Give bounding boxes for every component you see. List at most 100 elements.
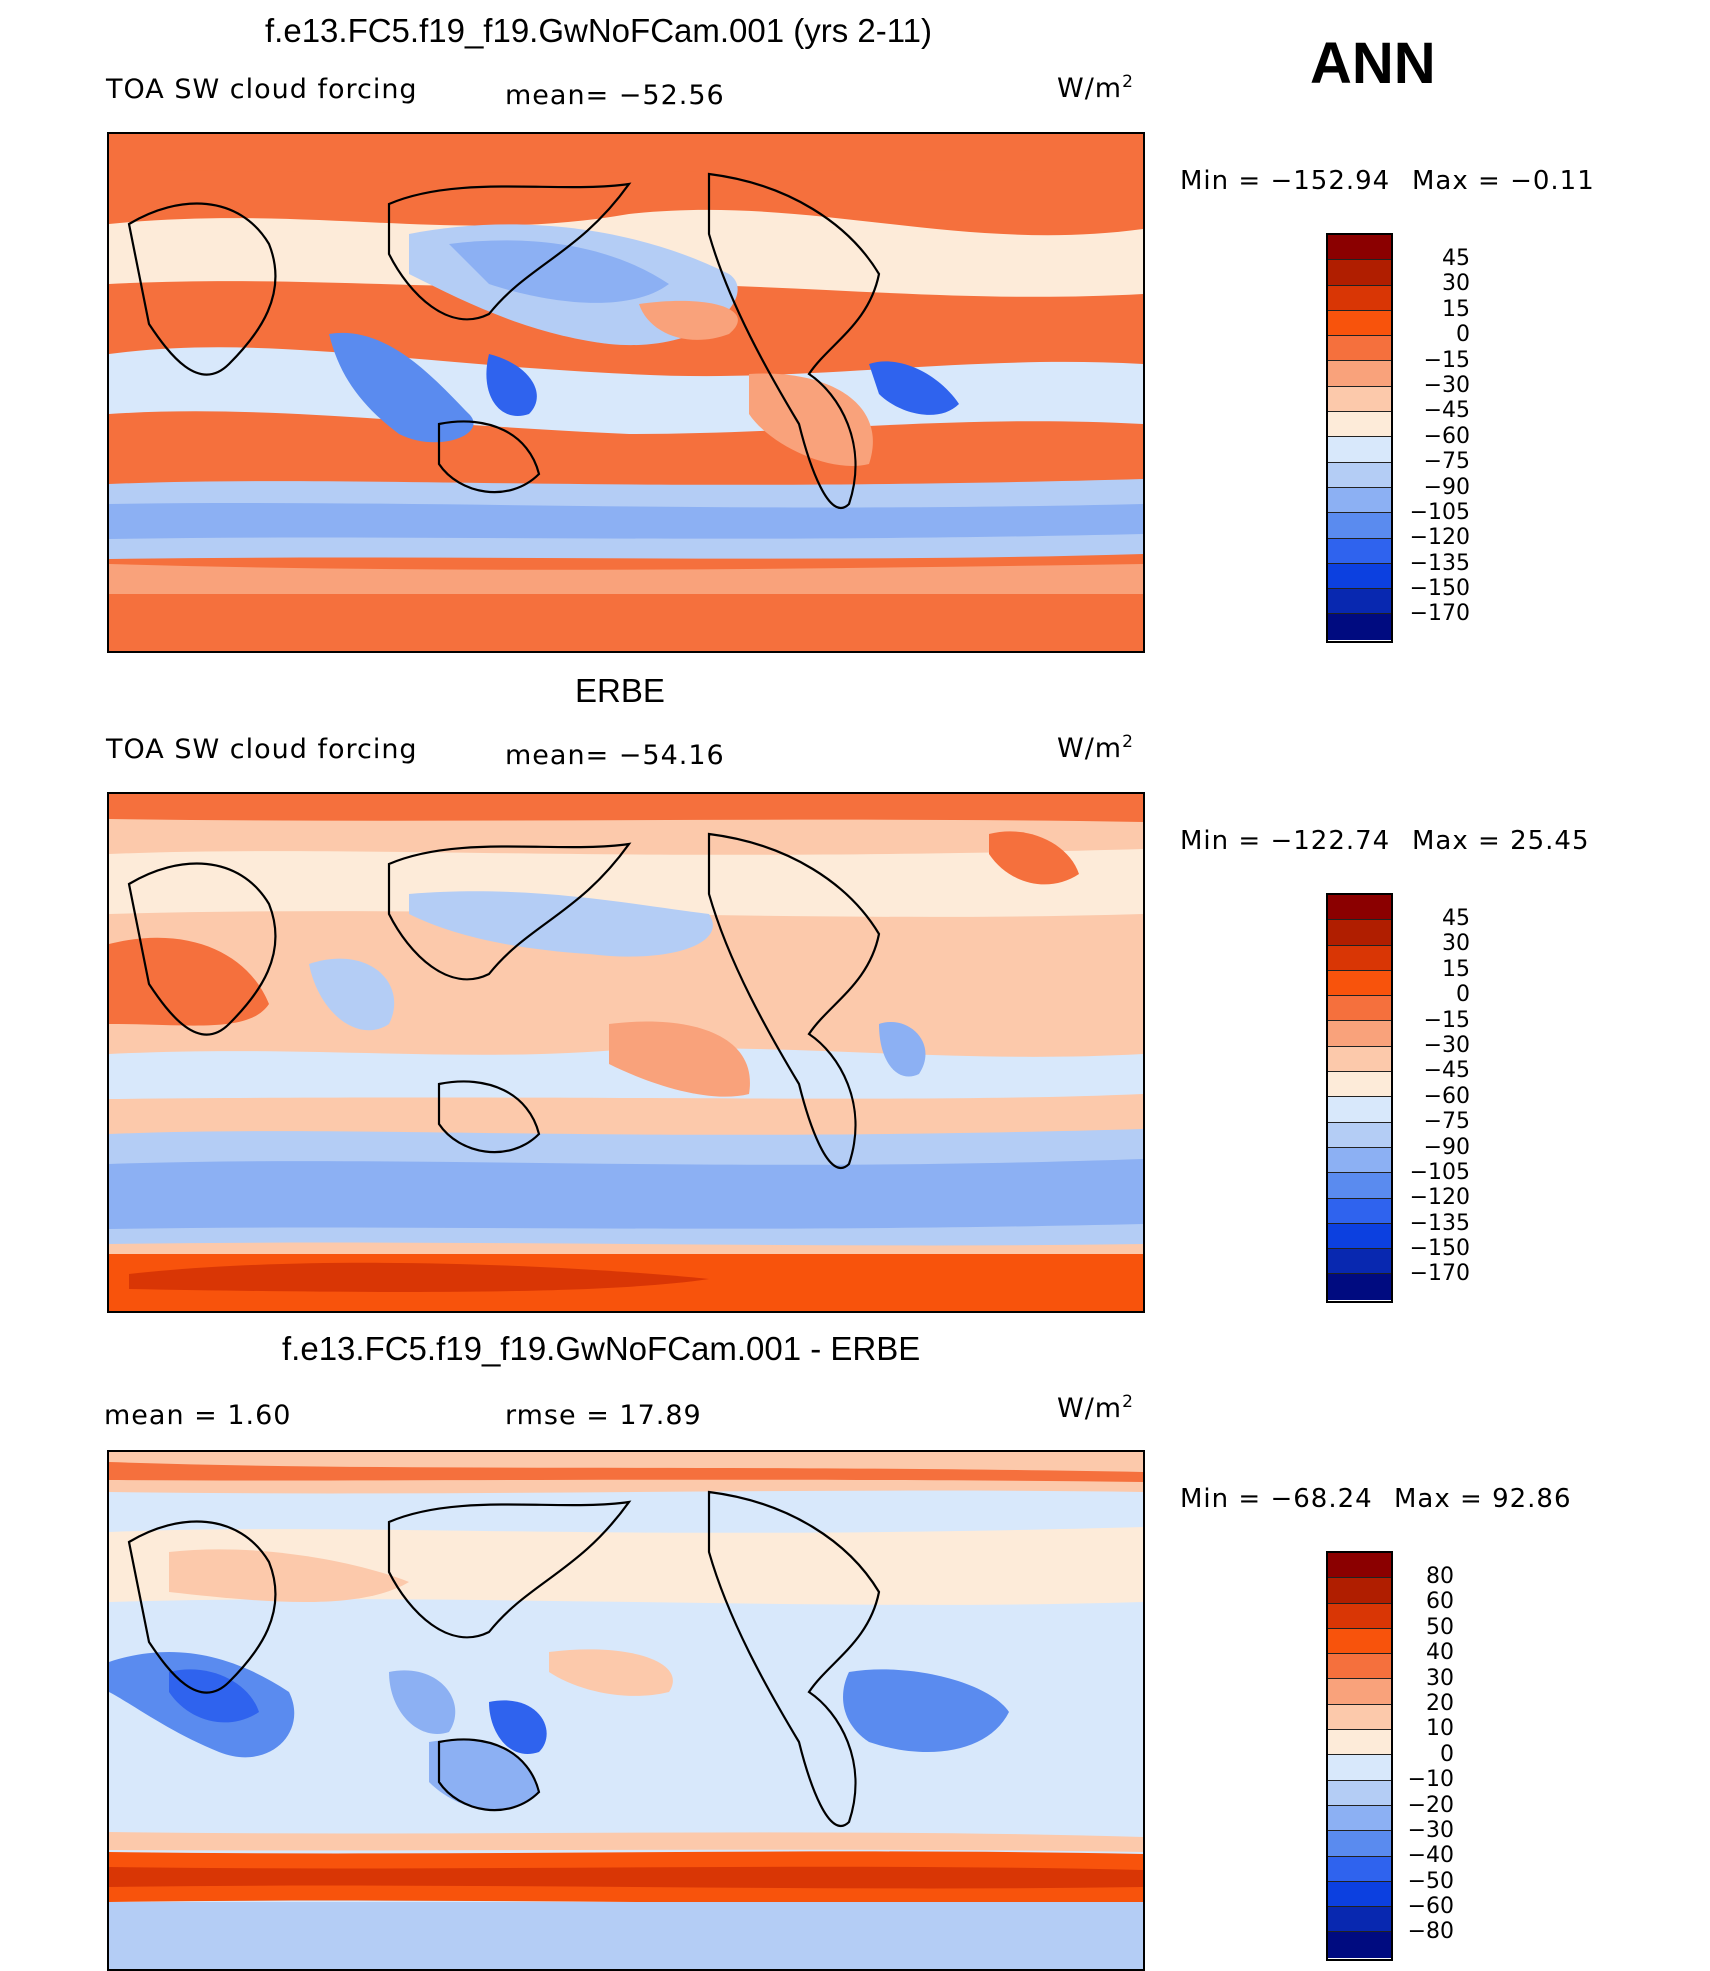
panel2-mean-label: mean= −54.16: [505, 740, 725, 771]
colorbar-tick-label: −45: [1423, 1058, 1470, 1084]
colorbar-cell: [1328, 1603, 1391, 1629]
colorbar-cell: [1328, 412, 1391, 438]
colorbar-cell: [1328, 336, 1391, 362]
colorbar-tick-label: −105: [1409, 499, 1470, 525]
panel3-rmse-label: rmse = 17.89: [505, 1400, 702, 1431]
colorbar-tick-label: 20: [1426, 1690, 1454, 1716]
colorbar-tick-label: −60: [1407, 1894, 1454, 1920]
colorbar-cell: [1328, 920, 1391, 946]
colorbar-tick-label: −75: [1423, 449, 1470, 475]
colorbar-tick-label: −120: [1409, 525, 1470, 551]
panel2-min-label: Min = −122.74: [1180, 826, 1391, 856]
colorbar-tick-label: 60: [1426, 1589, 1454, 1615]
colorbar-cell: [1328, 487, 1391, 514]
panel2-variable-label: TOA SW cloud forcing: [106, 734, 418, 765]
panel2-colorbar-labels: 45 30 15 0 −15 −30 −45 −60 −75 −90 −105 …: [1400, 906, 1470, 1287]
colorbar-cell: [1328, 1907, 1391, 1933]
colorbar-cell: [1328, 1932, 1391, 1958]
panel3-max-label: Max = 92.86: [1394, 1484, 1572, 1514]
colorbar-tick-label: −90: [1423, 474, 1470, 500]
panel1-colorbar: [1326, 233, 1393, 643]
panel2-colorbar: [1326, 893, 1393, 1303]
colorbar-cell: [1328, 1223, 1391, 1250]
colorbar-cell: [1328, 1173, 1391, 1199]
colorbar-tick-label: −135: [1409, 550, 1470, 576]
colorbar-tick-label: 0: [1456, 982, 1470, 1008]
colorbar-cell: [1328, 1856, 1391, 1882]
colorbar-cell: [1328, 589, 1391, 615]
colorbar-cell: [1328, 361, 1391, 387]
colorbar-cell: [1328, 1147, 1391, 1174]
panel2-title: ERBE: [575, 672, 665, 709]
colorbar-cell: [1328, 310, 1391, 337]
colorbar-tick-label: −50: [1407, 1868, 1454, 1894]
panel1-max-label: Max = −0.11: [1412, 166, 1595, 196]
colorbar-tick-label: 0: [1456, 322, 1470, 348]
colorbar-cell: [1328, 1249, 1391, 1275]
colorbar-cell: [1328, 1805, 1391, 1832]
colorbar-cell: [1328, 1097, 1391, 1123]
panel3-map: [107, 1450, 1145, 1971]
colorbar-tick-label: 50: [1426, 1614, 1454, 1640]
panel3-colorbar: [1326, 1551, 1393, 1961]
colorbar-cell: [1328, 1553, 1391, 1579]
colorbar-tick-label: 15: [1442, 956, 1470, 982]
colorbar-tick-label: −135: [1409, 1210, 1470, 1236]
panel3-units: W/m2: [1057, 1392, 1134, 1424]
colorbar-cell: [1328, 1021, 1391, 1047]
colorbar-tick-label: 30: [1426, 1665, 1454, 1691]
colorbar-cell: [1328, 1679, 1391, 1705]
colorbar-tick-label: −105: [1409, 1159, 1470, 1185]
panel3-field: [109, 1452, 1143, 1969]
colorbar-tick-label: −30: [1423, 372, 1470, 398]
panel1-variable-label: TOA SW cloud forcing: [106, 74, 418, 105]
colorbar-cell: [1328, 945, 1391, 971]
colorbar-cell: [1328, 386, 1391, 413]
colorbar-tick-label: −30: [1423, 1032, 1470, 1058]
colorbar-tick-label: −150: [1409, 576, 1470, 602]
colorbar-tick-label: 30: [1442, 931, 1470, 957]
colorbar-tick-label: −45: [1423, 398, 1470, 424]
colorbar-tick-label: −75: [1423, 1109, 1470, 1135]
colorbar-cell: [1328, 462, 1391, 488]
colorbar-tick-label: −90: [1423, 1134, 1470, 1160]
colorbar-tick-label: −170: [1409, 1261, 1470, 1287]
colorbar-tick-label: −80: [1407, 1919, 1454, 1945]
panel1-map: [107, 132, 1145, 653]
panel3-mean-label: mean = 1.60: [104, 1400, 292, 1431]
colorbar-cell: [1328, 1122, 1391, 1148]
colorbar-tick-label: −10: [1407, 1767, 1454, 1793]
colorbar-cell: [1328, 1046, 1391, 1073]
colorbar-tick-label: −170: [1409, 601, 1470, 627]
colorbar-cell: [1328, 1831, 1391, 1857]
colorbar-cell: [1328, 538, 1391, 564]
colorbar-cell: [1328, 1578, 1391, 1604]
colorbar-cell: [1328, 996, 1391, 1022]
panel1-field: [109, 134, 1143, 651]
panel1-mean-label: mean= −52.56: [505, 80, 725, 111]
colorbar-cell: [1328, 513, 1391, 539]
colorbar-tick-label: −15: [1423, 347, 1470, 373]
colorbar-tick-label: 15: [1442, 296, 1470, 322]
colorbar-tick-label: −30: [1407, 1817, 1454, 1843]
panel3-title: f.e13.FC5.f19_f19.GwNoFCam.001 - ERBE: [282, 1330, 921, 1367]
panel3-colorbar-labels: 80 60 50 40 30 20 10 0 −10 −20 −30 −40 −…: [1390, 1564, 1454, 1945]
panel1-colorbar-labels: 45 30 15 0 −15 −30 −45 −60 −75 −90 −105 …: [1400, 246, 1470, 627]
colorbar-cell: [1328, 614, 1391, 640]
colorbar-cell: [1328, 1072, 1391, 1098]
season-label: ANN: [1310, 31, 1436, 96]
colorbar-tick-label: −40: [1407, 1843, 1454, 1869]
colorbar-cell: [1328, 437, 1391, 463]
colorbar-cell: [1328, 1704, 1391, 1731]
colorbar-cell: [1328, 1274, 1391, 1300]
colorbar-tick-label: 40: [1426, 1640, 1454, 1666]
colorbar-tick-label: 45: [1442, 906, 1470, 931]
colorbar-cell: [1328, 285, 1391, 311]
panel2-max-label: Max = 25.45: [1412, 826, 1590, 856]
colorbar-tick-label: 10: [1426, 1716, 1454, 1742]
colorbar-cell: [1328, 1755, 1391, 1781]
colorbar-cell: [1328, 1654, 1391, 1680]
panel3-min-label: Min = −68.24: [1180, 1484, 1373, 1514]
colorbar-tick-label: −120: [1409, 1185, 1470, 1211]
panel1-title: f.e13.FC5.f19_f19.GwNoFCam.001 (yrs 2-11…: [265, 12, 932, 49]
